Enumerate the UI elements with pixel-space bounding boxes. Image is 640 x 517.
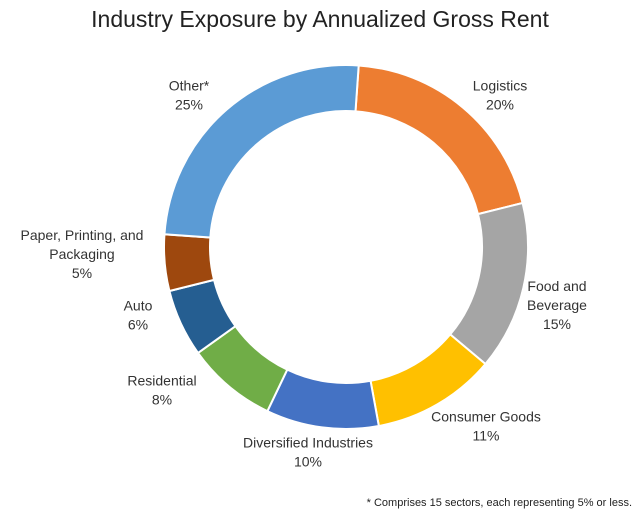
slice-label: Consumer Goods 11% [431, 409, 541, 444]
slice-value-label: 25% [175, 97, 203, 113]
slice-name-label: Other* [169, 78, 210, 94]
slice-value-label: 10% [294, 454, 322, 470]
slice-name-label: Auto [124, 298, 153, 314]
slice-label: Auto 6% [124, 298, 153, 333]
slice-name-label: Consumer Goods [431, 409, 541, 425]
slice-value-label: 11% [473, 428, 500, 444]
donut-slice [266, 368, 381, 430]
slice-value-label: 6% [128, 317, 148, 333]
slice-label: Other* 25% [169, 78, 210, 113]
donut-slice [163, 233, 216, 293]
chart-title: Industry Exposure by Annualized Gross Re… [91, 6, 549, 32]
slice-name-label: Food and [527, 278, 586, 294]
slice-value-label: 8% [152, 392, 172, 408]
slice-label: Diversified Industries 10% [243, 435, 373, 470]
slice-label: Logistics 20% [473, 78, 527, 113]
slice-name-label: Logistics [473, 78, 527, 94]
donut-slice [163, 64, 360, 239]
slice-value-label: 15% [543, 316, 571, 332]
slice-value-label: 5% [72, 265, 92, 281]
slice-name-label: Diversified Industries [243, 435, 373, 451]
slice-name-label: Residential [127, 373, 196, 389]
donut-slice [448, 201, 529, 366]
slice-label: Food and Beverage 15% [527, 278, 587, 332]
slice-label: Residential 8% [127, 373, 196, 408]
chart-footnote: * Comprises 15 sectors, each representin… [366, 497, 632, 509]
slice-name-label: Paper, Printing, and [21, 227, 144, 243]
slice-value-label: 20% [486, 97, 514, 113]
slice-name-label: Beverage [527, 297, 587, 313]
slice-label: Paper, Printing, and Packaging 5% [21, 227, 144, 281]
slice-name-label: Packaging [49, 246, 114, 262]
